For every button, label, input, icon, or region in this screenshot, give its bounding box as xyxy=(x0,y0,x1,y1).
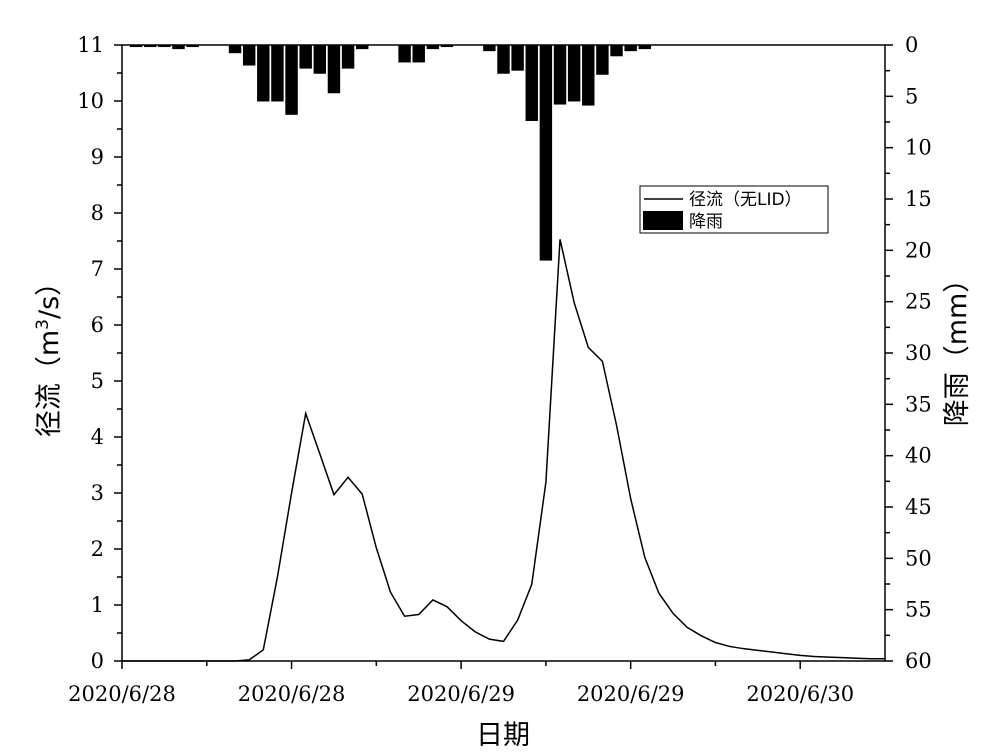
y-right-tick-label: 10 xyxy=(905,136,932,160)
rainfall-bar xyxy=(567,45,581,102)
y-left-tick-label: 7 xyxy=(91,257,104,281)
plot-frame xyxy=(121,44,886,662)
y-right-tick-label: 25 xyxy=(905,290,932,314)
y-left-tick-label: 5 xyxy=(91,369,104,393)
rainfall-bar xyxy=(511,45,524,71)
legend-bar-swatch xyxy=(643,211,683,230)
x-tick-label: 2020/6/28 xyxy=(238,682,346,706)
rainfall-bar xyxy=(186,45,199,48)
legend-runoff-label: 径流（无LID） xyxy=(689,190,802,210)
y-left-axis: 0 1 2 3 4 5 6 7 8 9 10 11 xyxy=(77,33,122,673)
y-right-tick-label: 55 xyxy=(905,598,932,622)
rainfall-bar xyxy=(341,45,355,69)
y-left-tick-label: 6 xyxy=(91,313,104,337)
y-left-tick-label: 9 xyxy=(91,145,104,169)
rainfall-bar xyxy=(158,45,171,48)
legend: 径流（无LID） 降雨 xyxy=(639,185,829,234)
rainfall-bar xyxy=(144,45,157,48)
runoff-line xyxy=(122,239,885,662)
rainfall-bar xyxy=(497,45,510,74)
y-right-tick-label: 30 xyxy=(905,341,932,365)
rainfall-bar xyxy=(285,45,298,115)
y-left-title-superscript: 3 xyxy=(33,319,53,330)
rainfall-bar xyxy=(299,45,312,69)
y-right-tick-label: 60 xyxy=(905,649,932,673)
y-left-tick-label: 11 xyxy=(77,33,104,57)
y-left-title-part-1: 径流（m xyxy=(34,330,65,437)
rainfall-bar xyxy=(257,45,270,102)
x-tick-label: 2020/6/29 xyxy=(407,682,515,706)
rainfall-bar xyxy=(582,45,595,106)
rainfall-bar xyxy=(624,45,637,52)
y-right-tick-label: 45 xyxy=(905,495,932,519)
rainfall-bar xyxy=(553,45,567,105)
x-tick-label: 2020/6/28 xyxy=(68,682,176,706)
x-axis: 2020/6/28 2020/6/28 2020/6/29 2020/6/29 2020… xyxy=(68,661,854,706)
y-right-tick-label: 0 xyxy=(905,33,918,57)
y-left-tick-label: 8 xyxy=(91,201,104,225)
rainfall-bar xyxy=(398,45,411,63)
y-right-axis: 0 5 10 15 20 25 30 35 40 45 50 55 60 xyxy=(885,33,932,673)
y-right-tick-label: 20 xyxy=(905,238,932,262)
y-left-tick-label: 0 xyxy=(91,649,104,673)
rainfall-bar xyxy=(228,45,242,54)
y-right-tick-label: 35 xyxy=(905,392,932,416)
rainfall-bar xyxy=(313,45,327,74)
x-axis-title: 日期 xyxy=(476,720,530,751)
rainfall-bar xyxy=(525,45,538,121)
rainfall-bar xyxy=(172,45,185,50)
y-left-axis-title: 径流（m3/s） xyxy=(33,269,65,437)
legend-rainfall-label: 降雨 xyxy=(689,212,723,232)
y-right-tick-label: 50 xyxy=(905,546,932,570)
legend-box xyxy=(639,185,829,234)
rainfall-bar xyxy=(355,45,369,50)
y-left-title-part-2: /s） xyxy=(34,269,65,319)
rainfall-bar xyxy=(327,45,341,94)
rainfall-bar xyxy=(483,45,496,52)
y-left-tick-label: 4 xyxy=(91,425,104,449)
y-right-tick-label: 40 xyxy=(905,444,932,468)
rainfall-bar xyxy=(638,45,652,50)
x-tick-label: 2020/6/29 xyxy=(577,682,685,706)
rainfall-bar xyxy=(610,45,623,57)
rainfall-bar xyxy=(539,45,553,261)
y-left-tick-label: 2 xyxy=(91,537,104,561)
rainfall-bar xyxy=(129,45,143,48)
rainfall-bar xyxy=(242,45,256,66)
rainfall-bar xyxy=(596,45,609,75)
rainfall-bars xyxy=(129,45,652,261)
y-right-tick-label: 15 xyxy=(905,187,932,211)
rainfall-bar xyxy=(412,45,425,63)
y-left-tick-label: 1 xyxy=(91,593,104,617)
rainfall-bar xyxy=(271,45,284,102)
y-right-axis-title: 降雨（mm） xyxy=(942,266,973,427)
x-tick-label: 2020/6/30 xyxy=(746,682,854,706)
rainfall-bar xyxy=(426,45,440,50)
y-left-tick-label: 10 xyxy=(77,89,104,113)
rainfall-bar xyxy=(440,45,454,48)
y-left-tick-label: 3 xyxy=(91,481,104,505)
y-right-tick-label: 5 xyxy=(905,84,918,108)
